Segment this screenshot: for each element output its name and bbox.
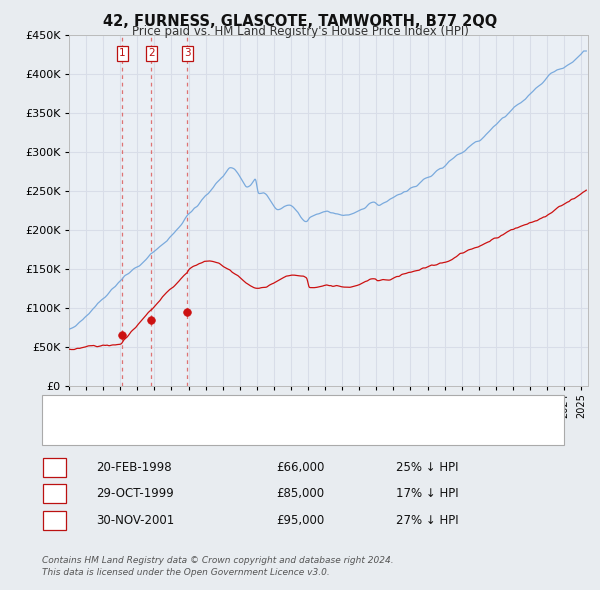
Text: 3: 3 [184,48,190,58]
Text: 42, FURNESS, GLASCOTE, TAMWORTH, B77 2QQ (detached house): 42, FURNESS, GLASCOTE, TAMWORTH, B77 2QQ… [87,404,433,414]
Text: 2: 2 [148,48,155,58]
Text: £95,000: £95,000 [276,514,324,527]
Text: Contains HM Land Registry data © Crown copyright and database right 2024.: Contains HM Land Registry data © Crown c… [42,556,394,565]
Text: HPI: Average price, detached house, Tamworth: HPI: Average price, detached house, Tamw… [87,428,331,438]
Text: ——: —— [57,403,82,416]
Text: 20-FEB-1998: 20-FEB-1998 [96,461,172,474]
Text: £85,000: £85,000 [276,487,324,500]
Text: Price paid vs. HM Land Registry's House Price Index (HPI): Price paid vs. HM Land Registry's House … [131,25,469,38]
Text: 17% ↓ HPI: 17% ↓ HPI [396,487,458,500]
Text: 2: 2 [51,489,58,499]
Text: 1: 1 [51,463,58,473]
Text: 1: 1 [119,48,126,58]
Text: £66,000: £66,000 [276,461,325,474]
Text: ——: —— [57,427,82,440]
Text: 27% ↓ HPI: 27% ↓ HPI [396,514,458,527]
Text: 3: 3 [51,516,58,525]
Text: 29-OCT-1999: 29-OCT-1999 [96,487,174,500]
Text: This data is licensed under the Open Government Licence v3.0.: This data is licensed under the Open Gov… [42,568,330,577]
Text: 25% ↓ HPI: 25% ↓ HPI [396,461,458,474]
Text: 30-NOV-2001: 30-NOV-2001 [96,514,174,527]
Text: 42, FURNESS, GLASCOTE, TAMWORTH, B77 2QQ: 42, FURNESS, GLASCOTE, TAMWORTH, B77 2QQ [103,14,497,28]
